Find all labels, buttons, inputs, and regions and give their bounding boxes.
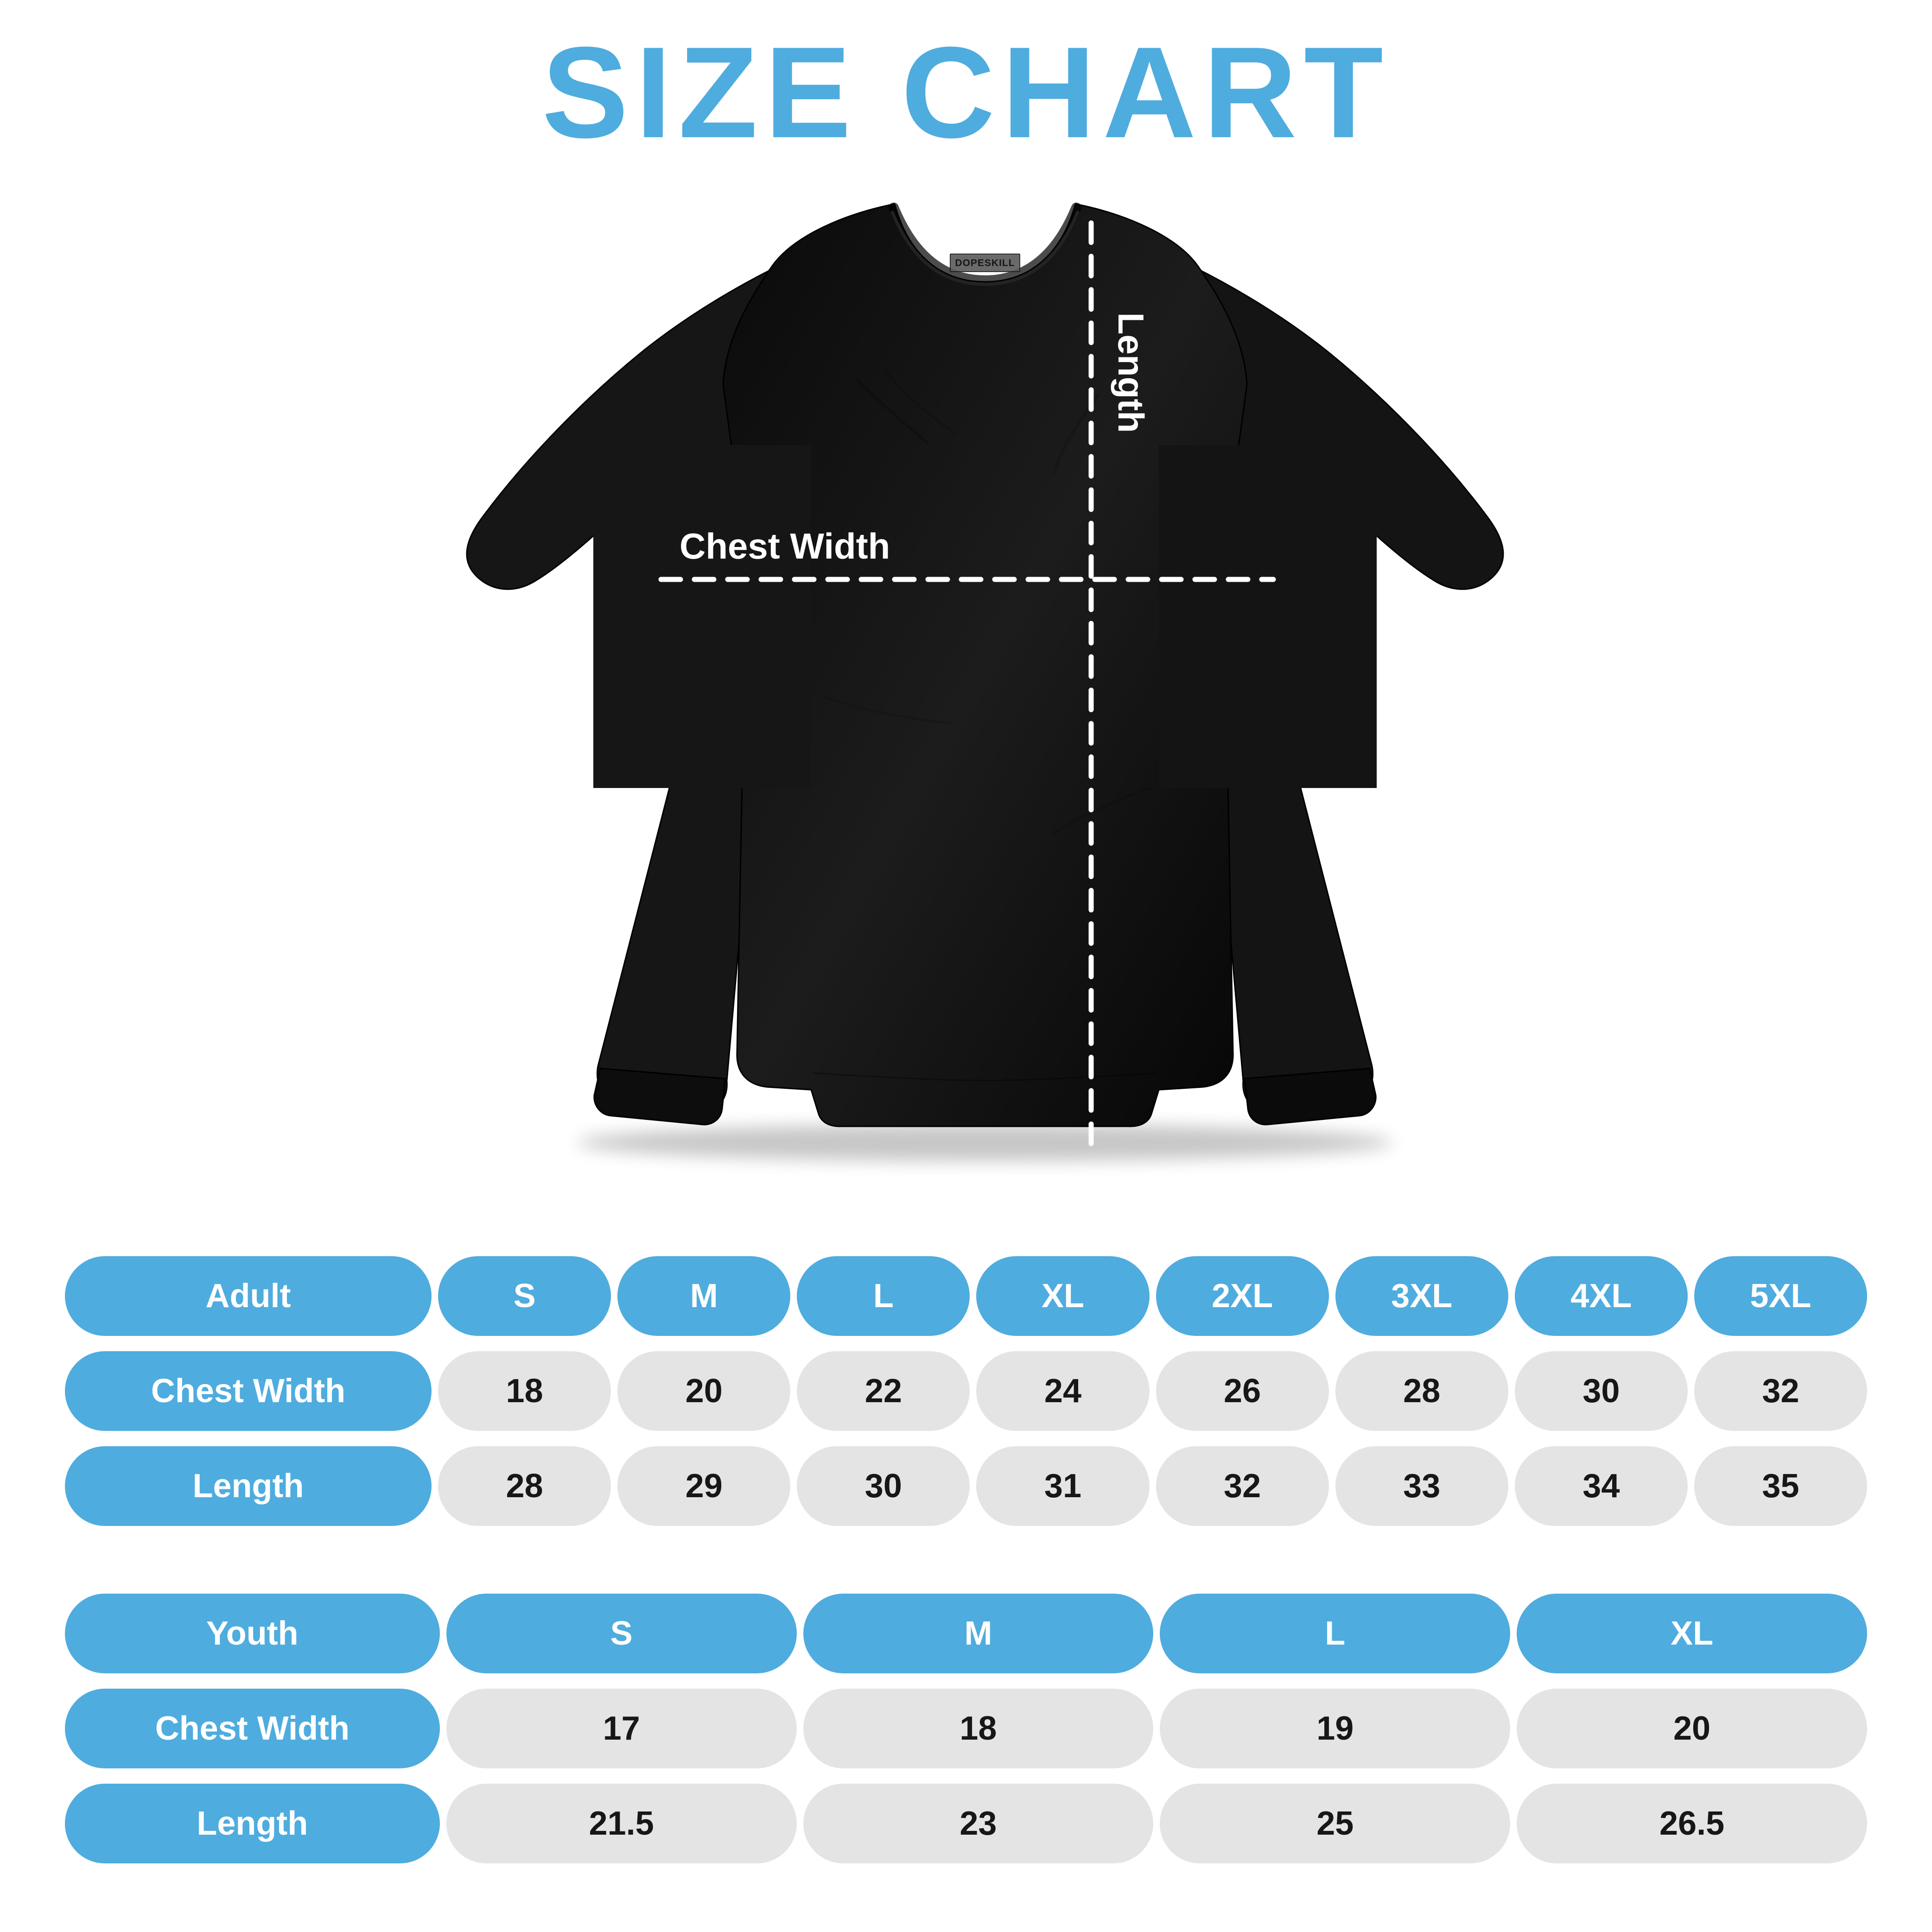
svg-text:Chest Width: Chest Width [680,526,890,566]
svg-text:Length: Length [1111,312,1151,433]
